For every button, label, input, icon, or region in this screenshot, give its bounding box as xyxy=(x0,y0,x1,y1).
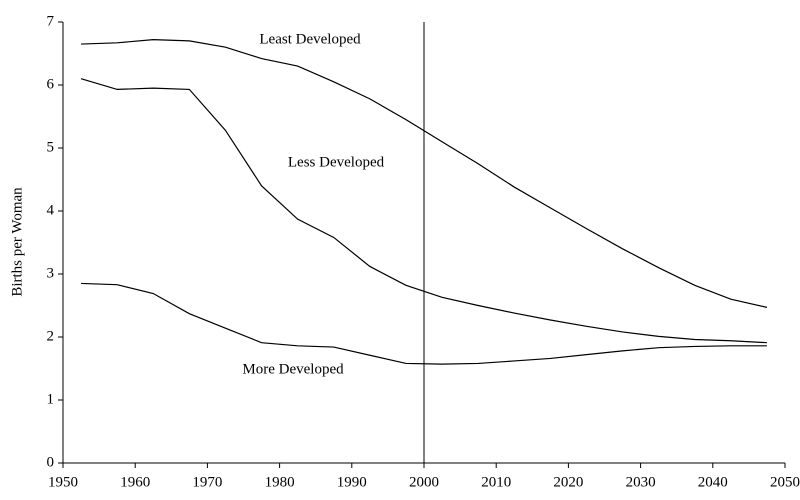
series-line xyxy=(80,78,767,344)
series-line xyxy=(81,282,767,365)
x-tick-label: 1950 xyxy=(48,474,78,490)
y-tick-label: 3 xyxy=(47,265,55,281)
x-tick-label: 1970 xyxy=(192,474,222,490)
series-label: Less Developed xyxy=(288,154,385,170)
y-tick-label: 0 xyxy=(47,454,55,470)
x-tick-label: 2000 xyxy=(409,474,439,490)
y-tick-label: 2 xyxy=(47,328,55,344)
y-tick-label: 7 xyxy=(47,13,55,29)
x-tick-label: 2020 xyxy=(553,474,583,490)
y-tick-label: 5 xyxy=(47,139,55,155)
y-tick-label: 1 xyxy=(47,391,55,407)
y-axis-label: Births per Woman xyxy=(9,187,25,297)
x-tick-label: 1980 xyxy=(265,474,295,490)
x-tick-label: 2050 xyxy=(770,474,800,490)
series-label: More Developed xyxy=(242,361,344,377)
series-label: Least Developed xyxy=(259,31,361,47)
series-line xyxy=(81,39,768,308)
x-tick-label: 1990 xyxy=(337,474,367,490)
y-tick-label: 4 xyxy=(47,202,55,218)
x-tick-label: 1960 xyxy=(120,474,150,490)
x-tick-label: 2010 xyxy=(481,474,511,490)
x-tick-label: 2040 xyxy=(698,474,728,490)
x-tick-label: 2030 xyxy=(626,474,656,490)
y-tick-label: 6 xyxy=(47,76,55,92)
